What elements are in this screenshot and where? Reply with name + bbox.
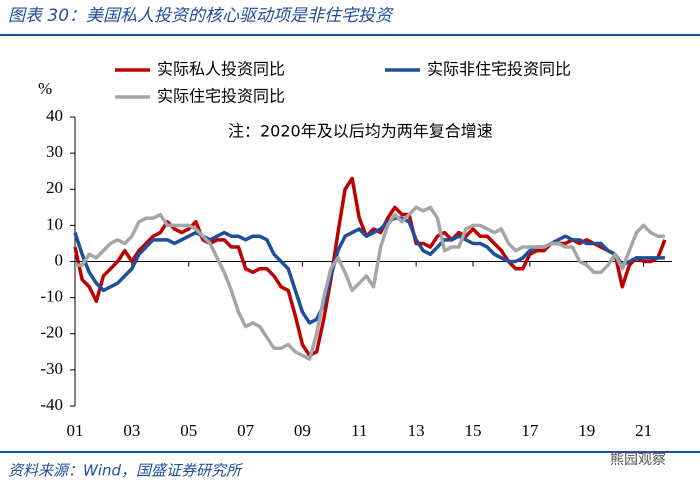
series-line: [73, 176, 667, 358]
series-line: [73, 216, 665, 325]
y-tick-label: 10: [46, 214, 63, 233]
y-tick-label: -20: [40, 323, 63, 342]
x-tick-label: 11: [351, 421, 367, 440]
y-tick-label: 0: [55, 250, 64, 269]
annotation: 注：2020年及以后均为两年复合增速: [228, 122, 493, 141]
series-line: [75, 205, 665, 361]
y-tick-label: -30: [40, 359, 63, 378]
x-tick-label: 13: [408, 421, 425, 440]
x-tick-label: 05: [180, 421, 197, 440]
x-tick-label: 15: [465, 421, 482, 440]
source: 资料来源：Wind，国盛证券研究所: [8, 462, 243, 480]
watermark: 熊园观察: [610, 451, 666, 468]
y-tick-label: 40: [46, 106, 63, 125]
y-tick-label: -10: [40, 287, 63, 306]
chart-title: 图表 30：美国私人投资的核心驱动项是非住宅投资: [8, 6, 394, 26]
x-tick-label: 21: [635, 421, 652, 440]
y-tick-label: 30: [46, 142, 63, 161]
legend-label: 实际住宅投资同比: [157, 87, 285, 106]
x-tick-label: 17: [521, 421, 539, 440]
x-tick-label: 19: [578, 421, 595, 440]
y-tick-label: -40: [40, 395, 63, 414]
x-tick-label: 07: [237, 421, 255, 440]
x-tick-label: 09: [294, 421, 311, 440]
y-axis-label: %: [38, 79, 52, 98]
y-tick-label: 20: [46, 178, 63, 197]
x-tick-label: 01: [67, 421, 84, 440]
x-tick-label: 03: [123, 421, 140, 440]
legend-label: 实际私人投资同比: [157, 60, 285, 79]
legend-label: 实际非住宅投资同比: [427, 60, 571, 79]
